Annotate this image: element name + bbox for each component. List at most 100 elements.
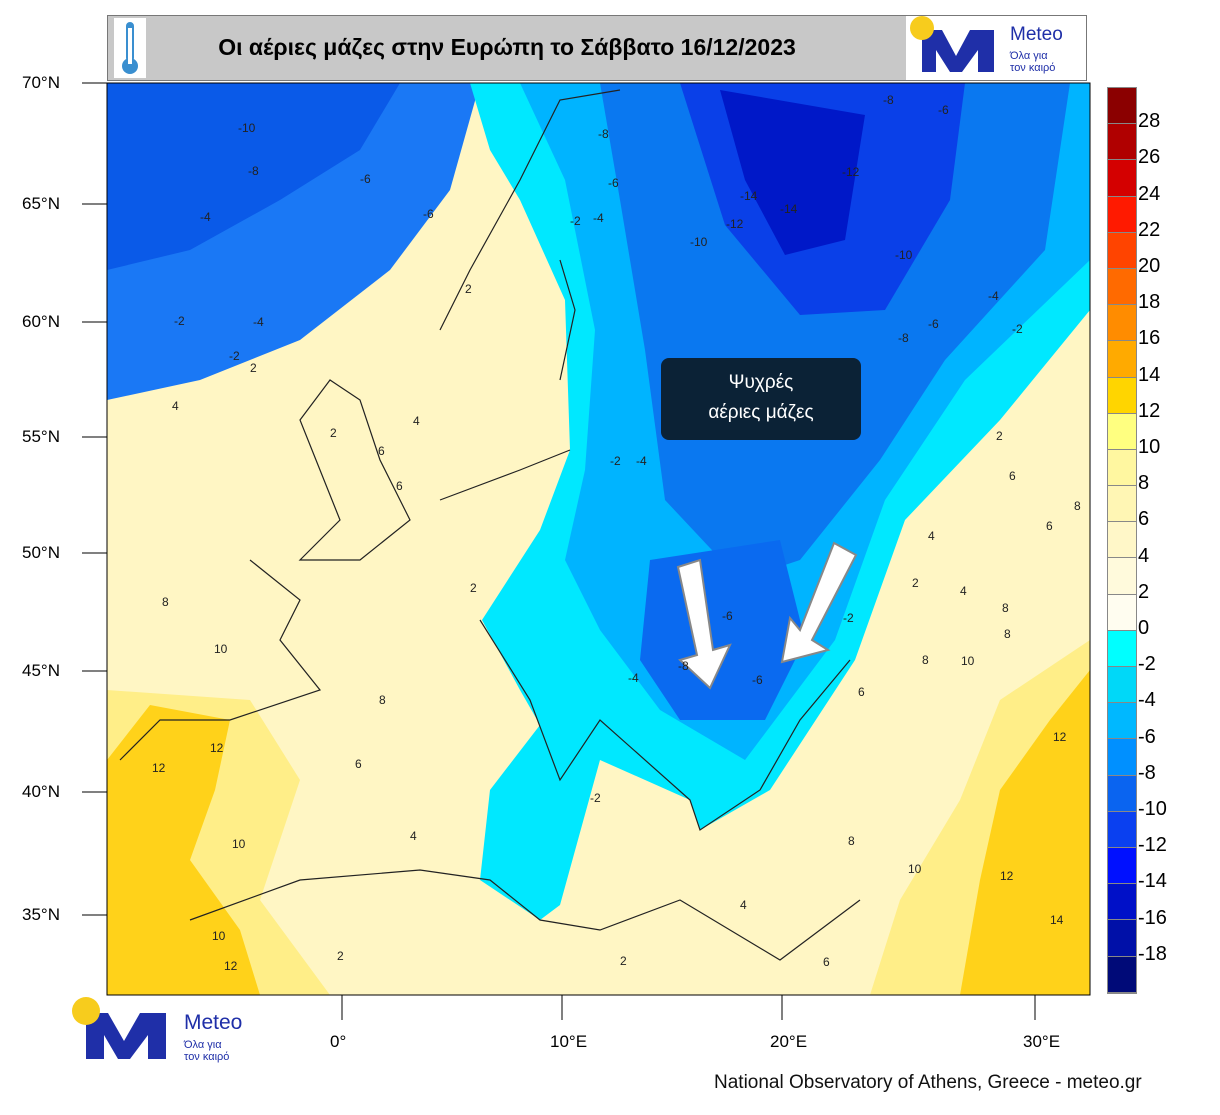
longitude-label: 10°E xyxy=(550,1032,588,1051)
hot-region-iberia xyxy=(107,705,260,995)
annotation-box: Ψυχρές αέριες μάζες xyxy=(661,358,861,440)
colder-region xyxy=(600,83,1070,580)
contour-label: 8 xyxy=(1004,627,1011,641)
colorbar-segment xyxy=(1108,377,1136,414)
latitude-label: 50°N xyxy=(22,543,60,562)
colorbar-label: 6 xyxy=(1138,508,1150,531)
contour-label: -4 xyxy=(200,210,211,224)
ocean-cold-inner xyxy=(107,83,400,270)
colorbar-segment xyxy=(1108,739,1136,776)
colorbar-label: -18 xyxy=(1138,942,1167,965)
logo-tagline-2: τον καιρό xyxy=(1010,62,1056,74)
contour-label: 12 xyxy=(1000,869,1014,883)
contour-label: -2 xyxy=(843,611,854,625)
contour-label: 4 xyxy=(413,414,420,428)
colorbar-label: 4 xyxy=(1138,544,1150,567)
colorbar-segment xyxy=(1108,594,1136,631)
colorbar-segment xyxy=(1108,305,1136,342)
contour-label: 12 xyxy=(152,761,166,775)
longitude-label: 20°E xyxy=(770,1032,808,1051)
longitude-label: 30°E xyxy=(1023,1032,1061,1051)
contour-label: 4 xyxy=(928,529,935,543)
contour-label: 10 xyxy=(212,929,226,943)
colorbar-segment xyxy=(1108,703,1136,740)
contour-label: 2 xyxy=(996,429,1003,443)
contour-label: 10 xyxy=(908,862,922,876)
contour-label: 8 xyxy=(1074,499,1081,513)
colorbar-segment xyxy=(1108,160,1136,197)
contour-label: -8 xyxy=(883,93,894,107)
colorbar-segment xyxy=(1108,775,1136,812)
contour-label: 2 xyxy=(337,949,344,963)
contour-label: -10 xyxy=(895,248,913,262)
contour-label: 10 xyxy=(214,642,228,656)
contour-label: -2 xyxy=(570,214,581,228)
colorbar-label: 24 xyxy=(1138,182,1161,205)
colorbar-segment xyxy=(1108,667,1136,704)
colorbar-segment xyxy=(1108,920,1136,957)
latitude-label: 70°N xyxy=(22,73,60,92)
contour-label: -4 xyxy=(628,671,639,685)
colorbar-label: 20 xyxy=(1138,255,1161,277)
contour-label: -14 xyxy=(780,202,798,216)
colorbar-label: 10 xyxy=(1138,436,1161,458)
colorbar-label: 8 xyxy=(1138,472,1150,495)
contour-label: -8 xyxy=(598,127,609,141)
contour-label: -4 xyxy=(253,315,264,329)
arrow-down-icon xyxy=(676,558,732,690)
latitude-label: 45°N xyxy=(22,661,60,680)
colorbar-segment xyxy=(1108,413,1136,450)
contour-label: 10 xyxy=(232,837,246,851)
contour-label: 8 xyxy=(162,595,169,609)
contour-label: 14 xyxy=(1050,913,1064,927)
colorbar-segment xyxy=(1108,268,1136,306)
contour-label: -10 xyxy=(690,235,708,249)
contour-label: 8 xyxy=(379,693,386,707)
colorbar-segment xyxy=(1108,884,1136,921)
colorbar-label: 2 xyxy=(1138,580,1150,603)
meteo-logo: Meteo Όλα για τον καιρό xyxy=(906,16,1086,80)
title-bar: Οι αέριες μάζες στην Ευρώπη το Σάββατο 1… xyxy=(107,15,1087,81)
contour-label: -12 xyxy=(726,217,744,231)
colorbar-segment xyxy=(1108,811,1136,848)
latitude-label: 65°N xyxy=(22,194,60,213)
contour-label: 2 xyxy=(470,581,477,595)
arrow-down-left-icon xyxy=(780,541,858,664)
coldest-region xyxy=(720,90,865,255)
contour-label: -6 xyxy=(608,176,619,190)
contour-label: -4 xyxy=(988,289,999,303)
colorbar-segment xyxy=(1108,124,1136,161)
contour-label: 4 xyxy=(960,584,967,598)
latitude-label: 35°N xyxy=(22,905,60,924)
colorbar-label: -10 xyxy=(1138,798,1167,820)
latitude-label: 55°N xyxy=(22,427,60,446)
contour-label: -4 xyxy=(636,454,647,468)
coastline-scandinavia xyxy=(439,89,621,381)
contour-label: -8 xyxy=(898,331,909,345)
colorbar-label: -8 xyxy=(1138,761,1156,784)
logo-name: Meteo xyxy=(1010,24,1063,45)
colorbar-label: 26 xyxy=(1138,146,1161,169)
contour-label: -6 xyxy=(423,207,434,221)
credit-text: National Observatory of Athens, Greece -… xyxy=(714,1072,1142,1093)
contour-label: -2 xyxy=(590,791,601,805)
colorbar-segment xyxy=(1108,449,1136,487)
contour-label: 6 xyxy=(396,479,403,493)
coastline-uk xyxy=(298,379,411,561)
contour-label: -2 xyxy=(610,454,621,468)
page-title: Οι αέριες μάζες στην Ευρώπη το Σάββατο 1… xyxy=(218,34,796,60)
colorbar-label: -4 xyxy=(1138,689,1156,712)
colorbar-label: 16 xyxy=(1138,327,1161,350)
colorbar-label: 28 xyxy=(1138,110,1161,133)
logo-tagline-1: Όλα για xyxy=(1010,50,1048,62)
contour-label: 6 xyxy=(378,444,385,458)
contour-label: 2 xyxy=(912,576,919,590)
colorbar-segment xyxy=(1108,88,1136,125)
contour-label: 12 xyxy=(210,741,224,755)
colorbar-segment xyxy=(1108,232,1136,269)
hot-region-east xyxy=(960,670,1090,995)
contour-label: 10 xyxy=(961,654,975,668)
logo-tagline-2: τον καιρό xyxy=(184,1051,230,1063)
colorbar-segment xyxy=(1108,196,1136,233)
